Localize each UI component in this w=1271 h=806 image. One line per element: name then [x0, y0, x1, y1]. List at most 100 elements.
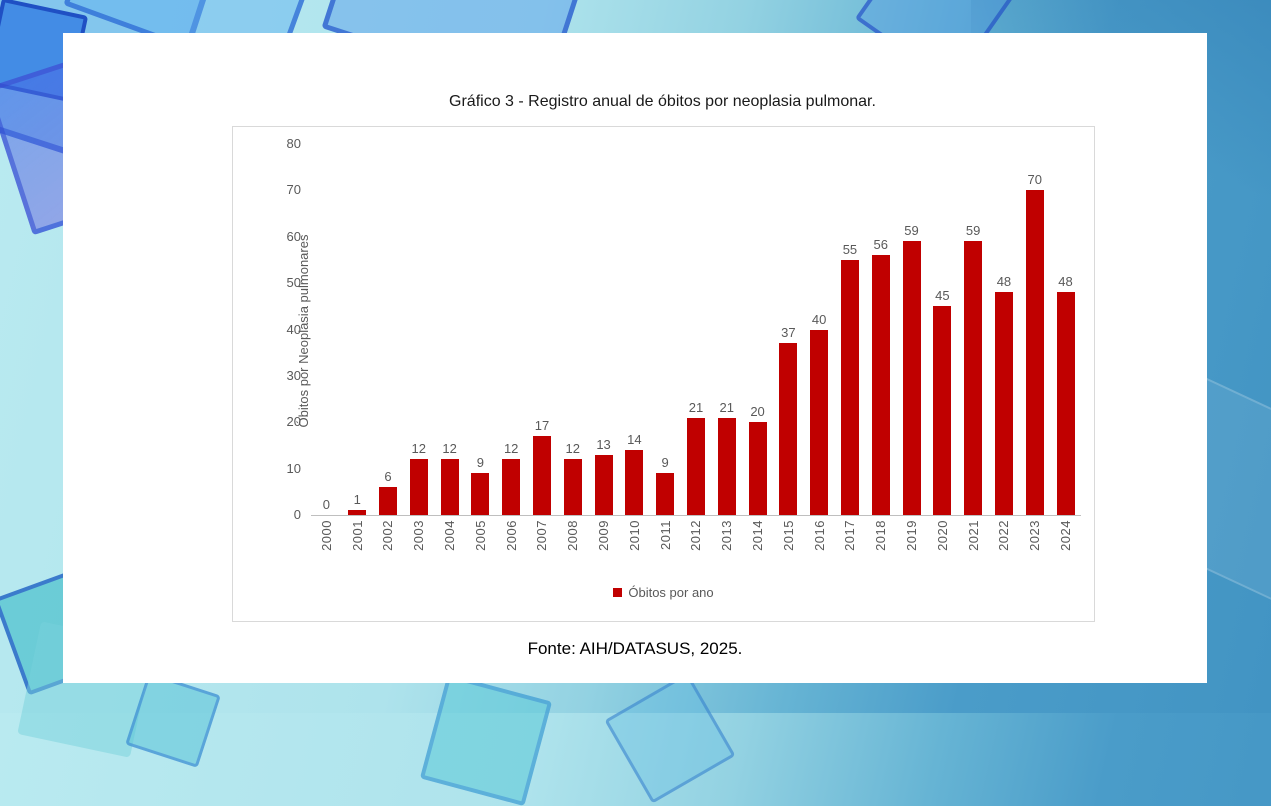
x-tick-label: 2007: [534, 520, 550, 551]
bar-value-label: 14: [627, 432, 642, 448]
bar-column: 1: [342, 144, 373, 515]
bar-value-label: 6: [384, 469, 392, 485]
bar-column: 21: [681, 144, 712, 515]
x-tick-label: 2013: [719, 520, 735, 551]
bar: [440, 459, 459, 515]
chart-title: Gráfico 3 - Registro anual de óbitos por…: [449, 93, 876, 110]
bar-value-label: 9: [661, 455, 669, 471]
bar-column: 59: [896, 144, 927, 515]
bar-column: 12: [496, 144, 527, 515]
bar-value-label: 12: [503, 441, 519, 457]
y-tick-label: 60: [286, 228, 301, 244]
bar-column: 12: [403, 144, 434, 515]
slide-canvas: Gráfico 3 - Registro anual de óbitos por…: [63, 33, 1207, 683]
x-tick-label: 2009: [596, 520, 612, 551]
bar: [625, 450, 644, 515]
y-axis-ticks: 0 10 20 30 40 50 60 70 80: [261, 136, 301, 522]
y-tick-label: 40: [286, 321, 301, 337]
x-tick-label: 2011: [657, 520, 673, 550]
x-tick-label: 2014: [750, 520, 766, 551]
x-tick-label: 2004: [442, 520, 458, 551]
bar-column: 55: [835, 144, 866, 515]
x-tick-label: 2003: [411, 520, 427, 551]
x-tick-label: 2021: [965, 520, 981, 551]
bar-column: 12: [434, 144, 465, 515]
bar-column: 40: [804, 144, 835, 515]
decor-glass-cube: [419, 673, 553, 806]
bar-column: 48: [989, 144, 1020, 515]
bar-column: 13: [588, 144, 619, 515]
bar: [656, 473, 675, 515]
bar: [871, 255, 890, 515]
bar-column: 45: [927, 144, 958, 515]
x-tick-label: 2001: [349, 520, 365, 551]
y-tick-label: 70: [286, 182, 301, 198]
bar-value-label: 12: [565, 441, 580, 457]
bar-value-label: 55: [842, 241, 858, 257]
bar-value-label: 48: [1058, 274, 1073, 290]
bar: [686, 417, 705, 515]
bar-value-label: 59: [965, 223, 981, 239]
x-tick-label: 2022: [996, 520, 1012, 551]
bar: [902, 241, 921, 515]
source-citation: Fonte: AIH/DATASUS, 2025.: [527, 639, 743, 658]
bar: [748, 422, 767, 515]
x-tick-label: 2005: [472, 520, 488, 551]
bar-column: 0: [311, 144, 342, 515]
bar-column: 6: [373, 144, 404, 515]
bar-value-label: 37: [781, 325, 796, 341]
y-tick-label: 50: [286, 275, 301, 291]
bar-value-label: 0: [322, 497, 331, 512]
bar-value-label: 20: [750, 404, 765, 420]
chart-legend: Óbitos por ano: [233, 585, 1094, 600]
x-tick-label: 2020: [934, 520, 950, 551]
bar: [994, 292, 1013, 515]
bar-value-label: 40: [811, 311, 827, 327]
y-tick-label: 10: [286, 460, 301, 476]
bar-column: 12: [557, 144, 588, 515]
legend-swatch-icon: [613, 588, 623, 597]
bar-value-label: 70: [1027, 172, 1042, 188]
bar-value-label: 9: [476, 455, 484, 471]
bar-column: 59: [958, 144, 989, 515]
plot-area: 0 1 6 12 12 9 12 17 12 13 14 9 21 21 20 37 40 55 56 59 45 59 4…: [311, 144, 1081, 516]
x-tick-label: 2015: [780, 520, 796, 551]
bar-column: 21: [711, 144, 742, 515]
bar-value-label: 12: [442, 441, 457, 457]
bar: [563, 459, 582, 515]
x-tick-label: 2019: [904, 520, 920, 551]
bar: [471, 473, 490, 515]
bar: [840, 259, 859, 515]
x-tick-label: 2010: [626, 520, 642, 551]
bar-value-label: 12: [411, 441, 427, 457]
x-axis-labels: 2000 2001 2002 2003 2004 2005 2006 2007 2008 2009…: [311, 520, 1081, 576]
x-tick-label: 2002: [380, 520, 396, 551]
bar-column: 56: [865, 144, 896, 515]
bar: [810, 329, 829, 515]
y-tick-label: 30: [286, 367, 301, 383]
x-tick-label: 2016: [811, 520, 827, 551]
x-tick-label: 2024: [1058, 520, 1074, 551]
bar-column: 70: [1019, 144, 1050, 515]
bar-value-label: 48: [996, 274, 1012, 290]
bar: [532, 436, 551, 515]
bar: [717, 417, 736, 515]
x-tick-label: 2023: [1027, 520, 1043, 551]
decor-glass-cube: [604, 672, 736, 804]
bar: [1056, 292, 1075, 515]
bar-column: 9: [650, 144, 681, 515]
bar: [594, 454, 613, 515]
bar: [409, 459, 428, 515]
bar-column: 17: [527, 144, 558, 515]
bar: [779, 343, 798, 515]
bar-value-label: 21: [719, 399, 734, 415]
x-tick-label: 2000: [318, 520, 334, 551]
x-tick-label: 2008: [565, 520, 581, 551]
bar-value-label: 59: [904, 223, 919, 239]
legend-label: Óbitos por ano: [628, 585, 714, 600]
y-tick-label: 80: [286, 136, 301, 151]
bar: [378, 487, 397, 515]
bar: [348, 510, 367, 515]
chart-area: Óbitos por Neoplasia pulmonares 0 10 20 30 4…: [232, 126, 1095, 622]
bar-column: 20: [742, 144, 773, 515]
